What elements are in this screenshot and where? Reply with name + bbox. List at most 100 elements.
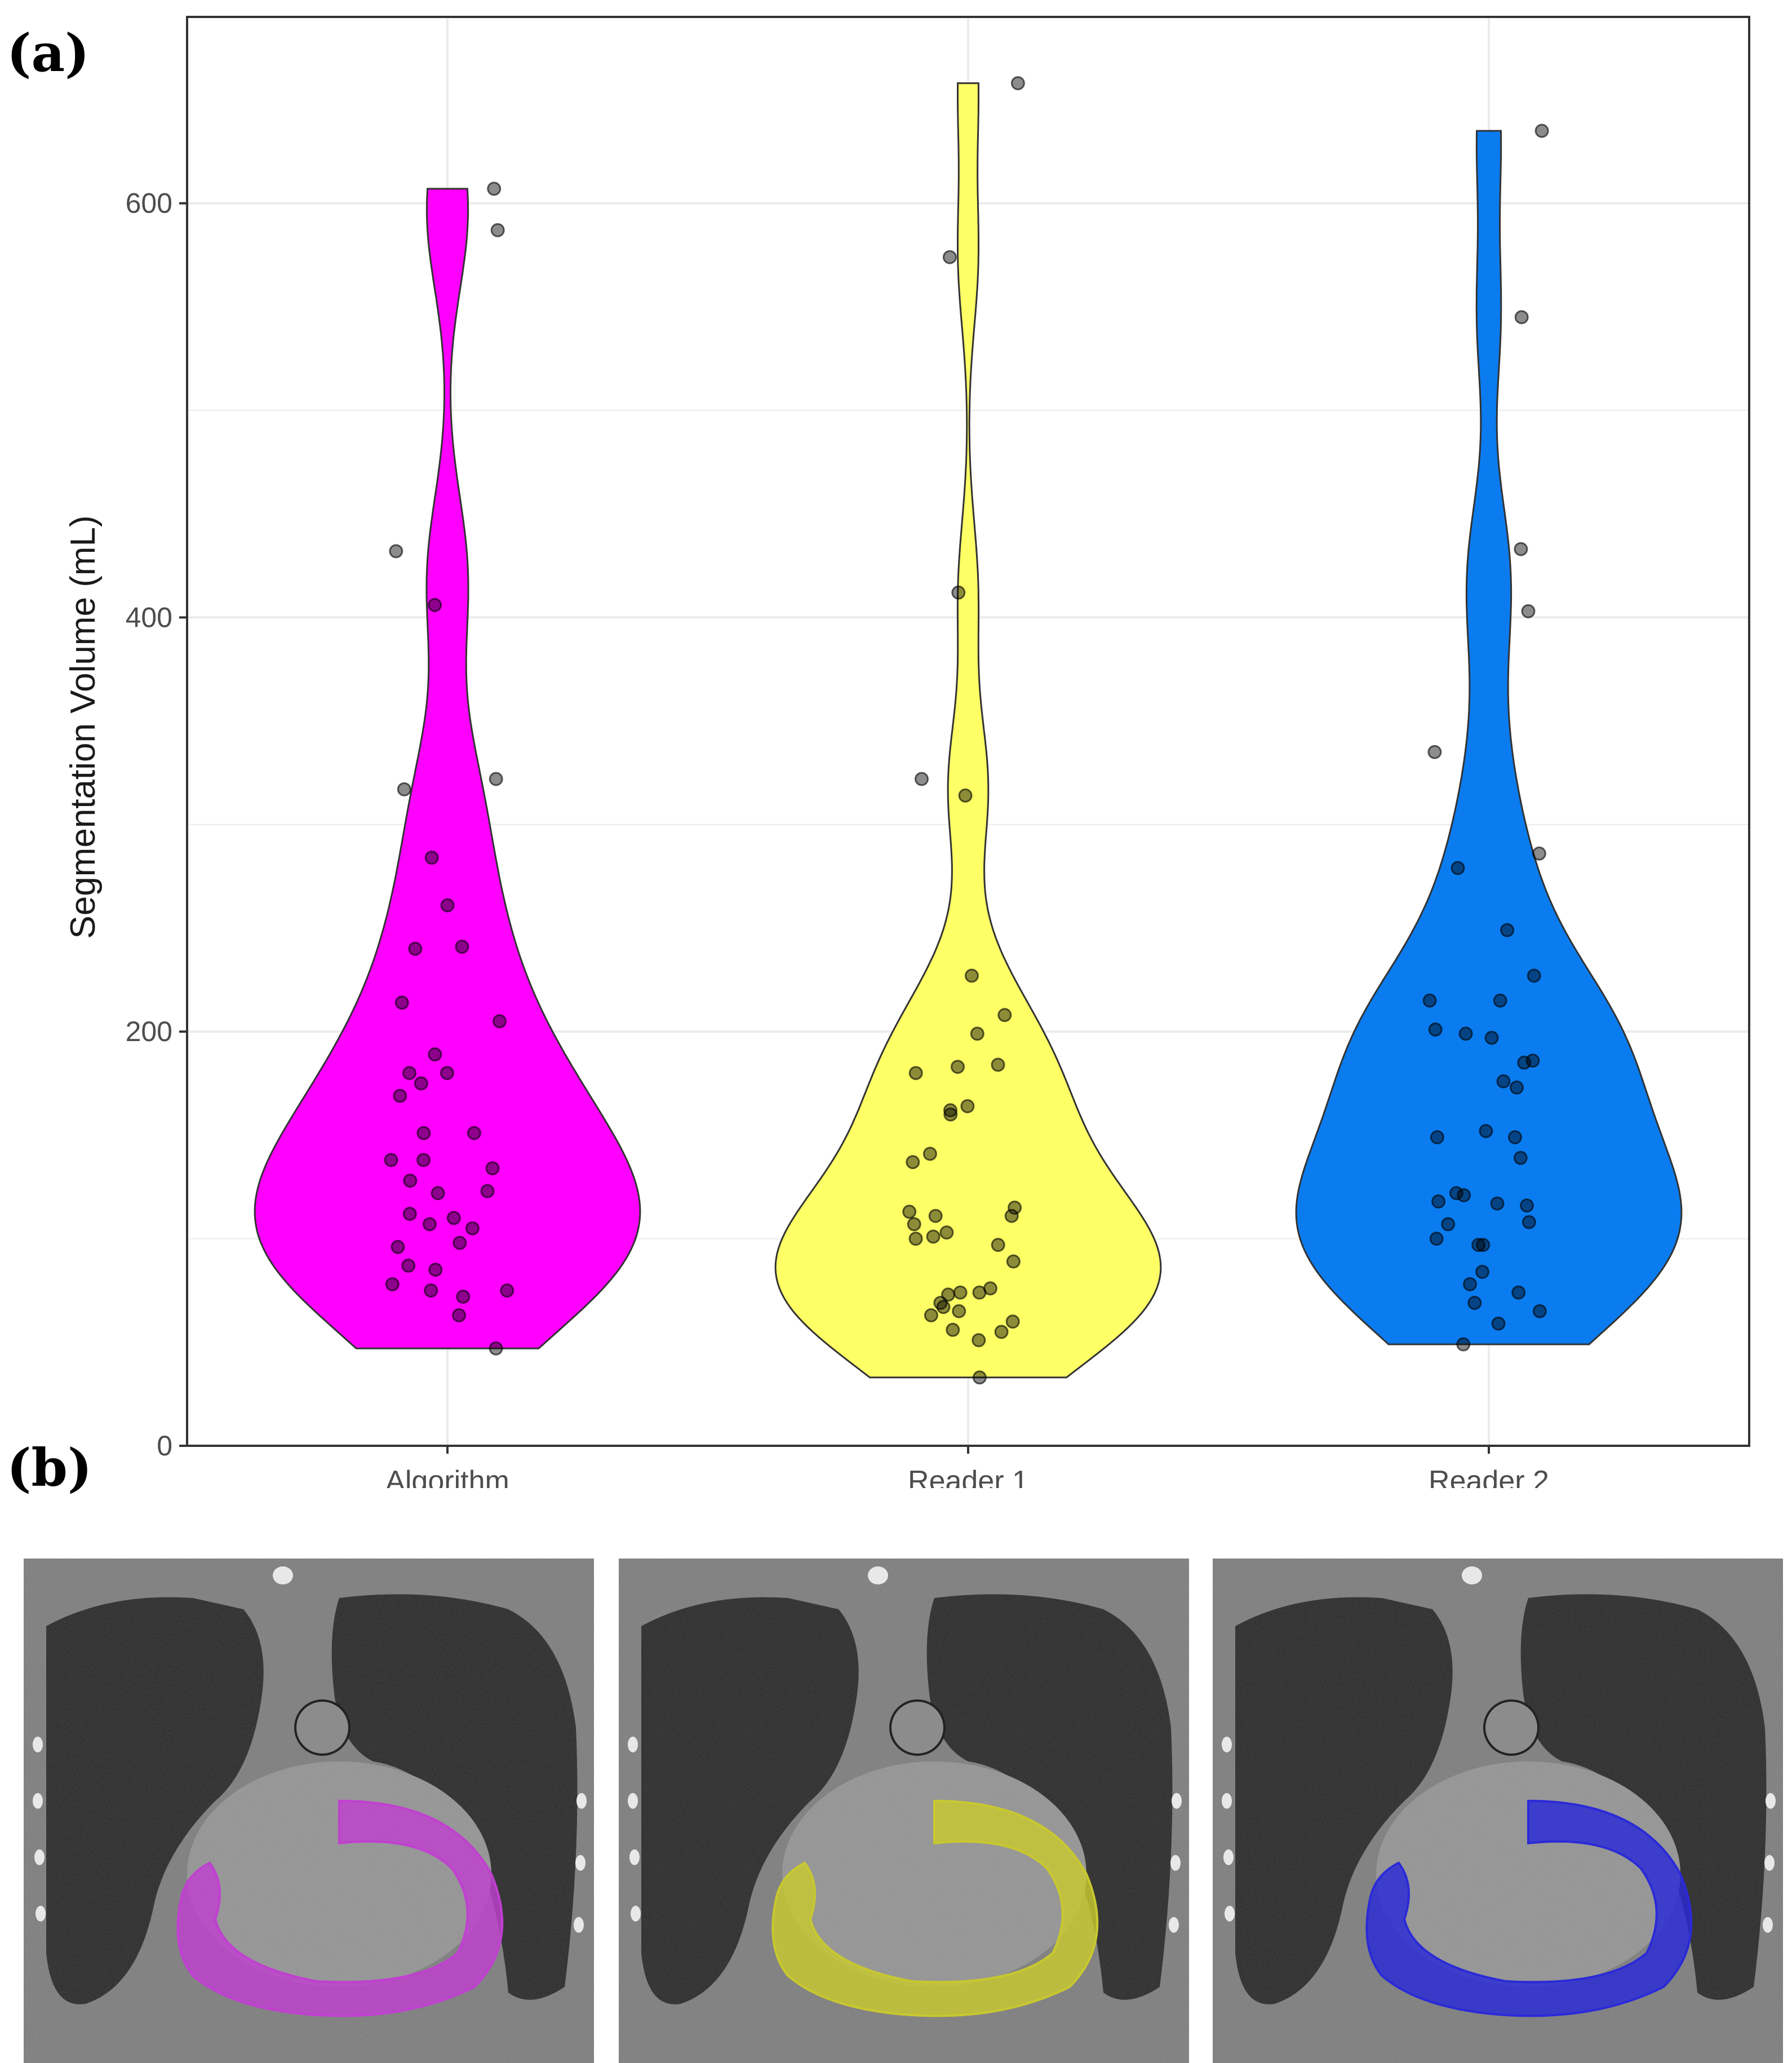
data-point: [393, 1088, 407, 1103]
data-point: [1514, 542, 1528, 556]
epicardial-fat-overlay: [176, 1799, 504, 2017]
x-tick-label: Algorithm: [385, 1465, 509, 1488]
data-point: [946, 1322, 960, 1337]
data-point: [1520, 1198, 1534, 1213]
data-point: [970, 1026, 984, 1041]
data-point: [915, 772, 929, 786]
data-point: [389, 544, 403, 559]
data-point: [1532, 846, 1546, 861]
data-point: [391, 1239, 405, 1254]
data-point: [922, 1146, 937, 1161]
data-point: [1484, 1030, 1499, 1045]
data-point: [960, 1099, 975, 1113]
data-point: [397, 782, 411, 796]
data-point: [924, 1308, 938, 1322]
aorta: [294, 1699, 351, 1756]
data-point: [1430, 1130, 1444, 1145]
data-point: [384, 1153, 398, 1167]
aorta: [1483, 1699, 1540, 1756]
data-point: [1471, 1238, 1486, 1252]
violin-algorithm: [254, 188, 641, 1349]
aorta: [889, 1699, 946, 1756]
data-point: [936, 1300, 951, 1314]
data-point: [440, 898, 455, 913]
data-point: [1475, 1264, 1489, 1279]
data-point: [455, 940, 469, 954]
data-point: [1522, 1215, 1536, 1229]
data-point: [453, 1236, 467, 1250]
data-point: [1514, 310, 1529, 325]
data-point: [487, 181, 502, 196]
data-point: [1517, 1055, 1532, 1070]
ct-image-reader-1: [619, 1559, 1189, 2063]
ct-scan-svg: [24, 1559, 594, 2063]
violin-chart: 0 200 400 600 Algorithm Reader 1 Reader 2 Seg…: [64, 16, 1750, 1488]
data-point: [902, 1205, 917, 1219]
data-point: [428, 597, 442, 612]
data-point: [414, 1076, 428, 1091]
data-point: [1010, 76, 1025, 91]
epicardial-fat-overlay: [771, 1799, 1099, 2017]
y-tick-label: 0: [157, 1430, 172, 1462]
x-axis: Algorithm Reader 1 Reader 2: [385, 1446, 1549, 1488]
panel-label-a: (a): [7, 23, 90, 83]
data-point: [906, 1155, 920, 1170]
data-point: [1441, 1217, 1456, 1232]
epicardial-fat-overlay: [1365, 1799, 1693, 2017]
data-point: [1479, 1124, 1493, 1139]
data-point: [1532, 1304, 1547, 1318]
y-tick-label: 400: [126, 601, 172, 633]
data-point: [467, 1126, 481, 1140]
data-point: [489, 1341, 503, 1356]
data-point: [1429, 1232, 1444, 1246]
data-point: [424, 1283, 438, 1298]
data-point: [926, 1229, 941, 1244]
data-point: [991, 1238, 1005, 1252]
data-point: [465, 1221, 480, 1236]
data-point: [1005, 1314, 1020, 1329]
data-point: [964, 968, 979, 983]
data-point: [1534, 123, 1549, 138]
data-point: [1428, 1022, 1443, 1037]
x-tick-label: Reader 1: [908, 1465, 1028, 1488]
data-point: [952, 1304, 966, 1318]
data-point: [951, 585, 966, 600]
rib-markers: [1222, 1566, 1776, 1933]
data-point: [1004, 1208, 1019, 1223]
data-point: [1458, 1026, 1473, 1041]
data-point: [1431, 1194, 1446, 1208]
data-point: [489, 772, 503, 786]
data-point: [452, 1308, 467, 1322]
data-point: [402, 1207, 417, 1221]
ct-image-reader-2: [1213, 1559, 1783, 2063]
data-point: [908, 1232, 923, 1246]
x-tick-label: Reader 2: [1429, 1465, 1549, 1488]
data-point: [401, 1258, 416, 1273]
panel-label-b: (b): [7, 1437, 92, 1498]
data-point: [403, 1174, 418, 1188]
violins: [254, 82, 1683, 1379]
data-point: [942, 250, 957, 264]
data-point: [1422, 993, 1437, 1008]
y-axis-label: Segmentation Volume (mL): [64, 515, 103, 938]
data-point: [1511, 1285, 1526, 1300]
data-point: [972, 1285, 987, 1300]
data-point: [943, 1107, 958, 1122]
data-point: [402, 1066, 416, 1081]
data-point: [423, 1217, 437, 1232]
data-point: [953, 1285, 968, 1300]
data-point: [431, 1186, 445, 1201]
data-point: [428, 1263, 443, 1277]
data-point: [1006, 1254, 1021, 1269]
ct-scan-svg: [619, 1559, 1189, 2063]
data-point: [958, 788, 973, 803]
ct-scan-svg: [1213, 1559, 1783, 2063]
ct-image-algorithm: [24, 1559, 594, 2063]
data-point: [1491, 1316, 1506, 1331]
data-point: [416, 1153, 431, 1167]
data-point: [1527, 968, 1541, 983]
data-point: [446, 1211, 461, 1225]
data-point: [1510, 1080, 1524, 1095]
data-point: [428, 1047, 442, 1062]
jitter-points: [384, 76, 1549, 1385]
